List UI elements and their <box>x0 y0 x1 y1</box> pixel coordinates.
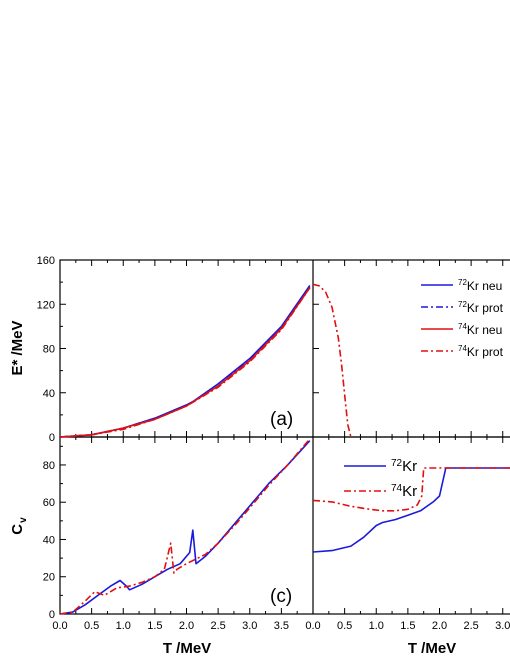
y-tick-label-a: 80 <box>43 344 55 356</box>
x-tick-label: 3.5 <box>274 620 289 632</box>
y-tick-label-a: 0 <box>49 432 55 444</box>
y-tick-label-a: 40 <box>43 388 55 400</box>
x-tick-label: 2.5 <box>210 620 225 632</box>
series-line-b-74kr-proton <box>312 283 352 438</box>
series-line-d-74kr <box>312 467 510 512</box>
y-tick-label-c: 0 <box>49 609 55 621</box>
series-line-d-72kr <box>312 467 510 553</box>
x-tick-label: 1.0 <box>116 620 131 632</box>
x-tick-label: 1.0 <box>369 620 384 632</box>
y-tick-label-c: 20 <box>43 572 55 584</box>
y-axis-title-heat-capacity: Cv <box>9 517 29 535</box>
legend-top-label: 72Kr prot <box>458 300 504 315</box>
y-tick-label-c: 80 <box>43 460 55 472</box>
y-tick-label-a: 160 <box>37 255 55 267</box>
series-line-a-74kr-proton <box>59 287 311 438</box>
x-tick-label: 1.5 <box>400 620 415 632</box>
panel-frame-bottom <box>59 436 510 615</box>
y-axis-title-energy: E* /MeV <box>9 320 26 375</box>
x-tick-label: 3.0 <box>495 620 510 632</box>
x-axis-title-left: T /MeV <box>163 640 211 657</box>
y-tick-label-a: 120 <box>37 299 55 311</box>
x-tick-label: 0.0 <box>52 620 67 632</box>
x-tick-label: 0.5 <box>84 620 99 632</box>
x-axis-title-right: T /MeV <box>408 640 456 657</box>
legend-top-label: 74Kr neu <box>458 322 502 337</box>
panel-label-c: (c) <box>270 586 292 607</box>
series-line-c-74kr <box>59 438 311 615</box>
legend-top-label: 72Kr neu <box>458 278 502 293</box>
panel-label-a: (a) <box>270 409 293 430</box>
x-tick-label: 0.0 <box>305 620 320 632</box>
x-tick-label: 3.0 <box>242 620 257 632</box>
legend-bottom-label: 72Kr <box>391 458 417 475</box>
x-tick-label: 2.5 <box>463 620 478 632</box>
y-tick-label-c: 40 <box>43 534 55 546</box>
x-tick-label: 0.5 <box>337 620 352 632</box>
y-tick-label-c: 60 <box>43 497 55 509</box>
legend-top-label: 74Kr prot <box>458 344 504 359</box>
x-tick-label: 2.0 <box>179 620 194 632</box>
legend-bottom-label: 74Kr <box>391 483 417 500</box>
x-tick-label: 2.0 <box>432 620 447 632</box>
x-tick-label: 1.5 <box>147 620 162 632</box>
